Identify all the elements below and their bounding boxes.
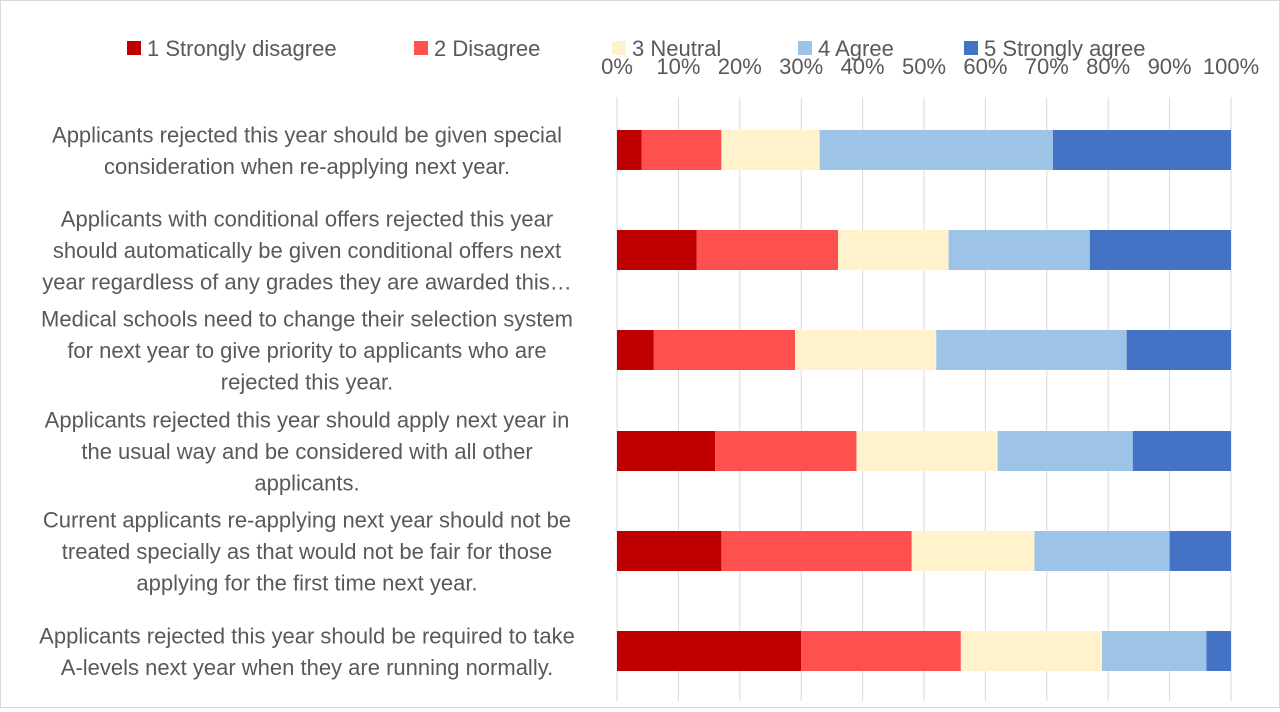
bar-segment: [1052, 130, 1231, 170]
bar-segment: [948, 230, 1090, 270]
category-label-line: Applicants rejected this year should app…: [45, 408, 570, 433]
category-label-line: applying for the first time next year.: [136, 571, 477, 596]
bar-segment: [721, 531, 912, 571]
category-label-line: should automatically be given conditiona…: [53, 238, 561, 263]
category-label-line: Applicants with conditional offers rejec…: [61, 207, 553, 232]
category-label-line: Medical schools need to change their sel…: [41, 307, 573, 332]
category-label-line: A-levels next year when they are running…: [61, 655, 553, 680]
bar-segment: [1126, 330, 1231, 370]
bar-segment: [617, 531, 722, 571]
bar-segment: [997, 431, 1133, 471]
bar-segment: [617, 230, 697, 270]
bar-segment: [1102, 631, 1207, 671]
bar-segment: [721, 130, 820, 170]
bar-segment: [838, 230, 949, 270]
bar-segment: [801, 631, 961, 671]
x-tick-label: 50%: [902, 54, 946, 79]
category-label-line: Applicants rejected this year should be …: [39, 623, 575, 648]
legend-swatch: [414, 41, 428, 55]
legend-swatch: [798, 41, 812, 55]
bar-segment: [1089, 230, 1231, 270]
bar-segment: [795, 330, 937, 370]
bars: [617, 130, 1231, 671]
category-label-line: the usual way and be considered with all…: [81, 439, 532, 464]
x-tick-label: 0%: [601, 54, 633, 79]
x-axis-ticks: 0% 10% 20% 30% 40% 50% 60% 70% 80% 90% 100%: [601, 54, 1259, 79]
category-label-line: year regardless of any grades they are a…: [42, 270, 572, 295]
x-tick-label: 20%: [718, 54, 762, 79]
bar-segment: [696, 230, 839, 270]
bar-segment: [617, 330, 654, 370]
bar-segment: [960, 631, 1103, 671]
category-labels: Applicants rejected this year should be …: [39, 122, 575, 680]
bar-segment: [617, 130, 642, 170]
x-tick-label: 100%: [1203, 54, 1259, 79]
legend-label: 3 Neutral: [632, 36, 721, 61]
category-label-line: for next year to give priority to applic…: [67, 338, 546, 363]
category-label-line: consideration when re-applying next year…: [104, 154, 510, 179]
x-tick-label: 60%: [963, 54, 1007, 79]
bar-segment: [617, 631, 802, 671]
legend-label: 5 Strongly agree: [984, 36, 1145, 61]
x-tick-label: 70%: [1025, 54, 1069, 79]
bar-segment: [1206, 631, 1231, 671]
legend-label: 2 Disagree: [434, 36, 540, 61]
bar-segment: [641, 130, 722, 170]
legend-label: 4 Agree: [818, 36, 894, 61]
category-label-line: rejected this year.: [221, 370, 393, 395]
x-tick-label: 30%: [779, 54, 823, 79]
x-tick-label: 90%: [1148, 54, 1192, 79]
bar-segment: [715, 431, 857, 471]
legend-swatch: [127, 41, 141, 55]
bar-segment: [911, 531, 1035, 571]
category-label-line: applicants.: [254, 471, 359, 496]
bar-segment: [936, 330, 1127, 370]
bar-segment: [617, 431, 716, 471]
gridlines: [616, 97, 1232, 701]
bar-segment: [653, 330, 796, 370]
bar-segment: [819, 130, 1053, 170]
bar-segment: [856, 431, 998, 471]
bar-segment: [1169, 531, 1231, 571]
legend-swatch: [964, 41, 978, 55]
x-tick-label: 80%: [1086, 54, 1130, 79]
category-label-line: Current applicants re-applying next year…: [43, 508, 571, 533]
bar-segment: [1034, 531, 1170, 571]
x-tick-label: 40%: [841, 54, 885, 79]
legend-label: 1 Strongly disagree: [147, 36, 337, 61]
legend-swatch: [612, 41, 626, 55]
category-label-line: Applicants rejected this year should be …: [52, 122, 562, 147]
bar-segment: [1132, 431, 1231, 471]
category-label-line: treated specially as that would not be f…: [62, 539, 552, 564]
legend: 1 Strongly disagree 2 Disagree 3 Neutral 4 …: [127, 36, 1145, 61]
x-tick-label: 10%: [656, 54, 700, 79]
